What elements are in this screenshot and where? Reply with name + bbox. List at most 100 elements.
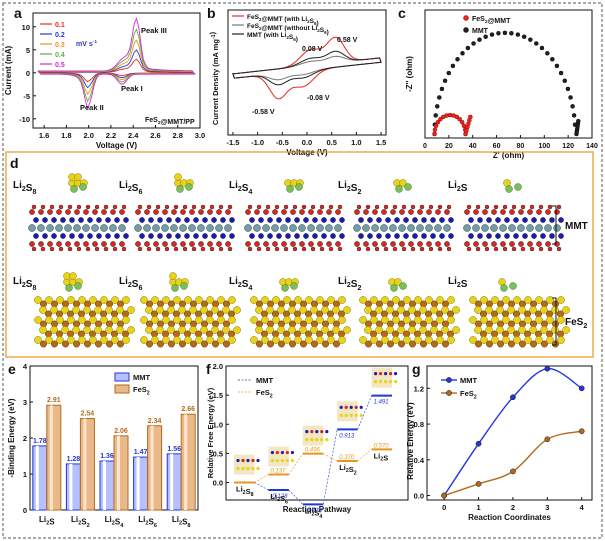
atom: [425, 316, 433, 324]
atom: [381, 296, 389, 304]
atom: [74, 173, 82, 181]
atom: [522, 217, 528, 223]
x-tick-label: 0.0: [302, 138, 312, 147]
legend-label: 0.4: [55, 52, 65, 59]
y-tick-label: 0.4: [414, 456, 425, 465]
panel-d-frame: [5, 151, 594, 358]
atom: [446, 246, 452, 252]
atom: [428, 246, 434, 252]
step-label: Li2S8: [236, 485, 254, 499]
atom: [289, 224, 297, 232]
atom: [228, 336, 236, 344]
atom: [545, 209, 551, 215]
atom: [246, 458, 250, 463]
atom: [110, 241, 116, 247]
atom: [162, 316, 170, 324]
atom: [491, 296, 499, 304]
atom: [477, 233, 483, 239]
atom: [370, 316, 378, 324]
data-point-mmt: [434, 104, 440, 109]
atom: [316, 316, 324, 324]
step-label: Li2S2: [339, 463, 357, 477]
atom: [211, 326, 219, 334]
atom: [466, 204, 472, 210]
atom: [321, 326, 329, 334]
atom: [156, 306, 164, 314]
atom: [143, 224, 151, 232]
text-part: Li: [236, 485, 243, 494]
atom: [436, 336, 444, 344]
atom: [171, 241, 177, 247]
panel-c: c 0 20 40 60 80 100 120 140 Z' (ohm) -Z'' (ohm) FeS…: [398, 5, 598, 160]
fes2-slab: [469, 296, 570, 348]
atom: [197, 224, 205, 232]
x-tick-label: 0: [442, 503, 446, 512]
atom: [173, 336, 181, 344]
atom: [439, 233, 445, 239]
panel-label: e: [8, 361, 16, 377]
text-part: 6: [285, 499, 288, 505]
connector-mmt: [322, 429, 338, 505]
atom: [374, 380, 378, 384]
data-point-mmt: [489, 32, 495, 37]
legend-unit: mV s-1: [76, 39, 97, 48]
x-tick-label: 100: [538, 143, 550, 150]
legend-label: FeS2: [460, 389, 477, 400]
data-point-mmt: [450, 63, 456, 69]
structure-label-mmt: Li2S8: [13, 180, 36, 196]
text-part: 2: [286, 35, 289, 40]
x-axis-label: Reaction Coordinates: [468, 513, 551, 522]
atom: [49, 246, 55, 252]
atom: [254, 241, 260, 247]
y-tick-label: 4: [23, 362, 28, 371]
data-point-fes2: [454, 114, 460, 120]
atom: [95, 340, 102, 348]
atom: [105, 217, 111, 223]
adsorbate-fes2: [279, 278, 299, 292]
atom: [256, 246, 262, 252]
atom: [96, 217, 102, 223]
mmt-slab: [134, 204, 235, 252]
data-label: 0.370: [339, 455, 355, 461]
x-tick-label: 2.8: [173, 131, 183, 140]
atom: [285, 217, 291, 223]
atom: [447, 336, 455, 344]
y-tick-label: -10: [19, 115, 30, 124]
atom: [384, 372, 388, 376]
atom: [189, 326, 197, 334]
atom: [162, 241, 168, 247]
atom: [50, 306, 58, 314]
atom: [504, 217, 510, 223]
text-part: 2: [457, 186, 461, 193]
atom: [524, 336, 532, 344]
atom: [182, 246, 188, 252]
y-tick-label: 2.0: [213, 362, 223, 371]
atom: [166, 233, 172, 239]
atom: [247, 204, 253, 210]
atom: [338, 296, 346, 304]
data-label: 0.570: [374, 443, 390, 449]
data-point-mmt: [475, 440, 482, 447]
data-point-fes2: [441, 492, 448, 499]
atom: [540, 233, 546, 239]
atom: [339, 413, 343, 417]
atom: [374, 246, 380, 252]
atom: [256, 204, 262, 210]
panel-g: g 0 1 2 3 4 0.0 0.4 0.8 1.2 Reaction Coordinates Re…: [406, 361, 593, 522]
text-part: 8: [32, 285, 36, 292]
atom: [556, 246, 562, 252]
x-tick-label: 1.8: [61, 131, 71, 140]
atom: [322, 340, 329, 348]
atom: [344, 413, 348, 417]
legend-label: FeS2: [256, 388, 273, 399]
atom: [466, 246, 472, 252]
atom: [383, 246, 389, 252]
atom: [272, 241, 278, 247]
atom: [308, 209, 314, 215]
text-part: Li: [172, 515, 179, 524]
atom: [344, 405, 348, 409]
atom: [317, 209, 323, 215]
atom: [256, 466, 260, 471]
atom: [56, 316, 64, 324]
atom: [171, 284, 179, 292]
